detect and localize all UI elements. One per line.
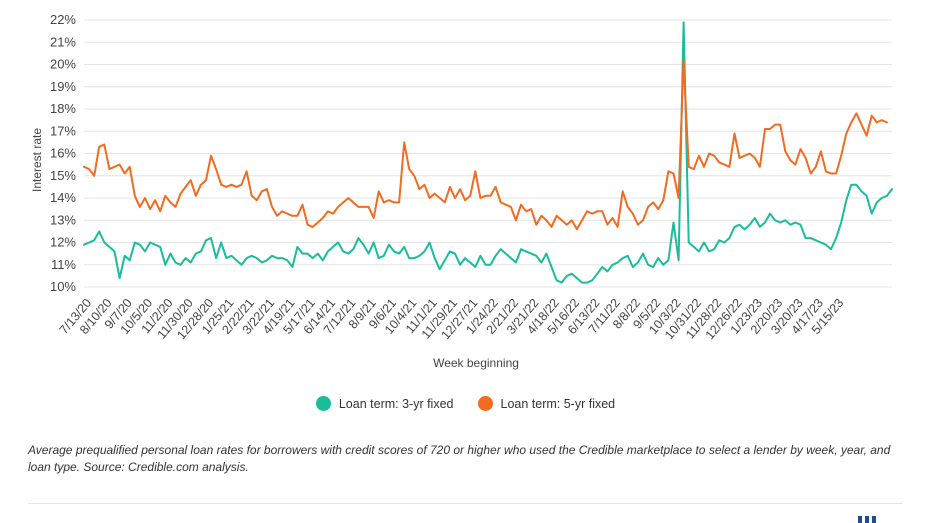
- y-tick-label: 11%: [51, 257, 76, 272]
- y-axis-title: Interest rate: [30, 128, 44, 192]
- y-tick-label: 12%: [50, 235, 76, 250]
- y-tick-label: 14%: [50, 190, 76, 205]
- legend-item-5yr: Loan term: 5-yr fixed: [477, 396, 616, 411]
- x-axis-ticks: 7/13/208/10/209/7/2010/5/2011/2/2011/30/…: [57, 296, 847, 342]
- y-tick-label: 18%: [50, 101, 76, 116]
- y-tick-label: 19%: [50, 79, 76, 94]
- legend-label-5yr: Loan term: 5-yr fixed: [500, 396, 616, 411]
- y-tick-label: 13%: [50, 212, 76, 227]
- y-tick-label: 16%: [50, 146, 76, 161]
- y-tick-label: 21%: [50, 34, 76, 49]
- legend-item-3yr: Loan term: 3-yr fixed: [315, 396, 454, 411]
- y-tick-label: 22%: [50, 12, 76, 27]
- y-tick-label: 15%: [50, 168, 76, 183]
- x-axis-title: Week beginning: [433, 356, 519, 370]
- y-axis-ticks: 10% 11% 12% 13% 14% 15% 16% 17% 18% 19% 20% 21% 22%: [50, 12, 76, 294]
- y-tick-label: 20%: [50, 57, 76, 72]
- brand-logo: [858, 516, 876, 523]
- series-lines: [83, 21, 893, 284]
- legend-swatch-5yr: [477, 396, 493, 411]
- series-line-3yr: [83, 21, 893, 284]
- line-chart: 10%11%12%13%14%15%16%17%18%19%20%21%22% …: [30, 12, 893, 370]
- series-line-5yr: [83, 59, 888, 231]
- legend-swatch-3yr: [315, 396, 331, 411]
- legend-label-3yr: Loan term: 3-yr fixed: [338, 396, 454, 411]
- divider: [28, 503, 903, 504]
- y-tick-label: 17%: [50, 123, 76, 138]
- y-tick-label: 10%: [50, 279, 76, 294]
- chart-caption: Average prequalified personal loan rates…: [28, 443, 891, 474]
- legend: Loan term: 3-yr fixed Loan term: 5-yr fi…: [0, 396, 931, 411]
- gridlines: [84, 19, 892, 288]
